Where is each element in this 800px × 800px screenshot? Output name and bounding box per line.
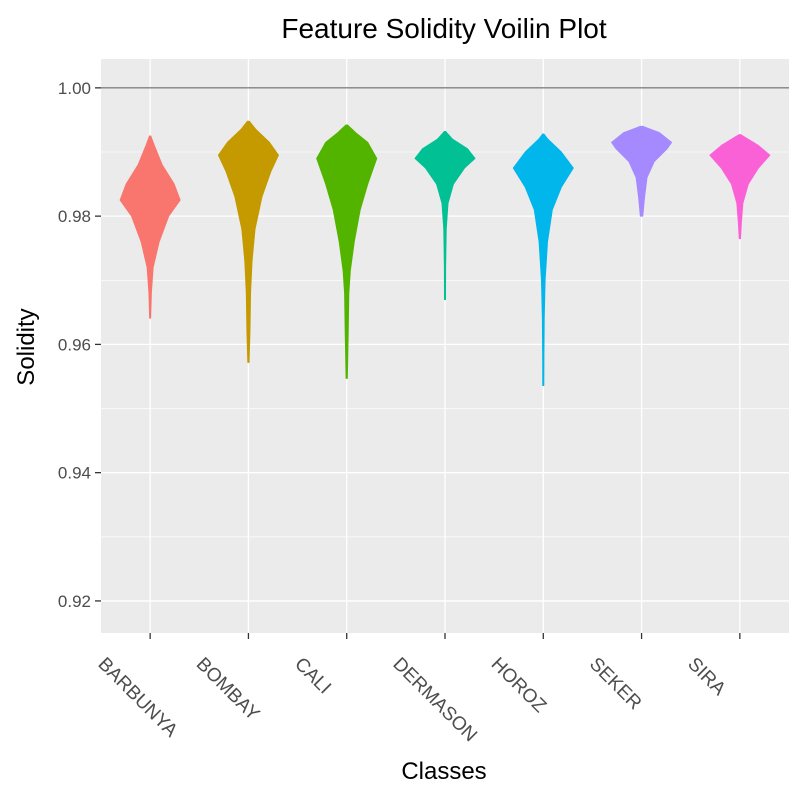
y-tick-label: 0.94 [58,464,91,483]
x-tick-label-cali: CALI [290,654,335,699]
y-tick-label: 0.92 [58,592,91,611]
violin-seker [611,125,673,217]
y-tick-label: 0.98 [58,207,91,226]
x-tick-label-horoz: HOROZ [487,654,551,718]
violin-cali [316,124,378,379]
chart-title: Feature Solidity Voilin Plot [281,13,607,44]
x-tick-label-dermason: DERMASON [388,654,480,746]
violin-sira [709,134,771,240]
x-tick-label-bombay: BOMBAY [192,654,264,726]
x-axis-title: Classes [401,758,486,785]
violin-bombay [217,120,279,363]
y-tick-label: 0.96 [58,335,91,354]
y-tick-label: 1.00 [58,79,91,98]
violin-layer [119,120,771,386]
violin-dermason [414,130,476,300]
x-tick-label-seker: SEKER [585,654,645,714]
x-tick-label-barbunya: BARBUNYA [94,654,182,742]
x-tick-label-sira: SIRA [683,654,729,700]
y-axis-title: Solidity [13,308,40,385]
violin-barbunya [119,135,181,319]
violin-horoz [512,133,574,386]
